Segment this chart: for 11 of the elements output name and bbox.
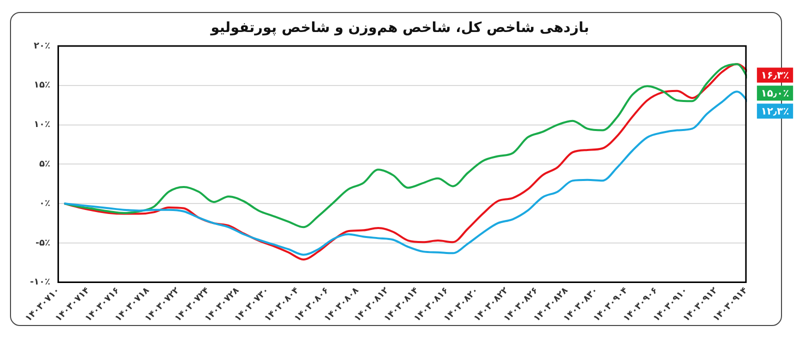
y-tick-label: ۰٪ <box>39 198 50 209</box>
data-label: ۱۵٫۰٪ <box>760 88 790 100</box>
y-tick-label: ۵٪ <box>39 159 50 170</box>
y-tick-label: -۱۰٪ <box>30 278 50 288</box>
y-tick-label: ۱۵٪ <box>34 80 50 91</box>
y-tick-label: ۱۰٪ <box>34 120 50 130</box>
y-tick-label: -۵٪ <box>35 238 50 248</box>
chart-title: بازدهی شاخص کل، شاخص هم‌وزن و شاخص پورتفولیو <box>209 20 590 36</box>
y-tick-label: ۲۰٪ <box>34 41 50 52</box>
data-label: ۱۶٫۳٪ <box>760 70 790 82</box>
data-label: ۱۲٫۳٪ <box>760 106 790 118</box>
